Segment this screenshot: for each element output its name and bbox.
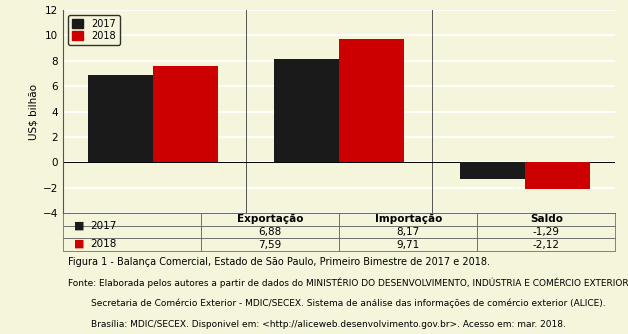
Bar [88, 75, 153, 162]
Text: ■: ■ [74, 238, 84, 248]
Text: Brasília: MDIC/SECEX. Disponivel em: <http://aliceweb.desenvolvimento.gov.br>. A: Brasília: MDIC/SECEX. Disponivel em: <ht… [68, 320, 566, 329]
Bar [339, 39, 404, 162]
Bar [460, 162, 525, 179]
Text: 2017: 2017 [90, 221, 117, 231]
Text: 2018: 2018 [90, 238, 117, 248]
Text: ■: ■ [74, 221, 84, 231]
Y-axis label: US$ bilhão: US$ bilhão [28, 84, 38, 140]
Legend: 2017, 2018: 2017, 2018 [68, 15, 119, 45]
Text: Fonte: Elaborada pelos autores a partir de dados do MINISTÉRIO DO DESENVOLVIMENT: Fonte: Elaborada pelos autores a partir … [68, 278, 628, 288]
Text: Secretaria de Comércio Exterior - MDIC/SECEX. Sistema de análise das informações: Secretaria de Comércio Exterior - MDIC/S… [68, 298, 606, 308]
Bar [274, 59, 339, 162]
Text: Figura 1 - Balança Comercial, Estado de São Paulo, Primeiro Bimestre de 2017 e 2: Figura 1 - Balança Comercial, Estado de … [68, 257, 490, 267]
Bar [153, 66, 218, 162]
Bar [525, 162, 590, 189]
